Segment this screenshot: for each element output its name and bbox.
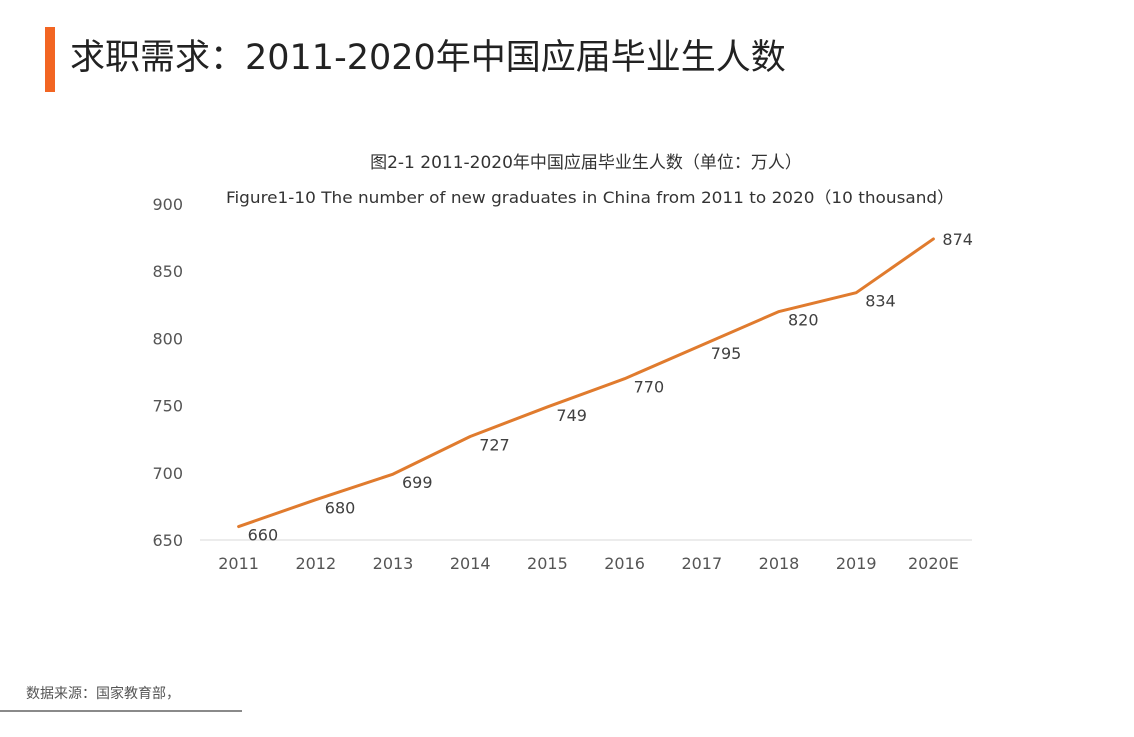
data-label: 660 bbox=[248, 526, 279, 545]
title-accent-bar bbox=[45, 27, 55, 92]
y-tick-label: 700 bbox=[152, 464, 183, 483]
x-tick-label: 2014 bbox=[450, 554, 491, 573]
x-tick-label: 2019 bbox=[836, 554, 877, 573]
x-tick-label: 2016 bbox=[604, 554, 645, 573]
x-tick-label: 2017 bbox=[681, 554, 722, 573]
data-labels: 660 680 699 727 749 770 795 820 834 874 bbox=[248, 230, 973, 545]
data-label: 795 bbox=[711, 344, 742, 363]
x-tick-label: 2013 bbox=[373, 554, 414, 573]
data-label: 770 bbox=[634, 378, 665, 397]
data-label: 727 bbox=[479, 436, 510, 455]
source-note: 数据来源：国家教育部， bbox=[26, 686, 180, 702]
data-label: 874 bbox=[942, 230, 973, 249]
chart-title: 图2-1 2011-2020年中国应届毕业生人数（单位：万人） bbox=[370, 153, 802, 173]
x-tick-label: 2012 bbox=[295, 554, 336, 573]
y-tick-label: 900 bbox=[152, 195, 183, 214]
x-tick-label: 2011 bbox=[218, 554, 259, 573]
page-title: 求职需求：2011-2020年中国应届毕业生人数 bbox=[70, 38, 786, 78]
data-label: 680 bbox=[325, 499, 356, 518]
data-label: 749 bbox=[556, 406, 587, 425]
series-line bbox=[237, 237, 935, 529]
y-axis: 650 700 750 800 850 900 bbox=[152, 195, 183, 550]
footer-divider bbox=[0, 710, 242, 712]
y-tick-label: 750 bbox=[152, 397, 183, 416]
y-tick-label: 800 bbox=[152, 329, 183, 348]
data-label: 699 bbox=[402, 473, 433, 492]
data-label: 820 bbox=[788, 311, 819, 330]
x-axis: 2011 2012 2013 2014 2015 2016 2017 2018 2019 2020… bbox=[218, 554, 959, 573]
x-tick-label: 2015 bbox=[527, 554, 568, 573]
x-tick-label: 2018 bbox=[759, 554, 800, 573]
y-tick-label: 650 bbox=[152, 531, 183, 550]
chart-subtitle: Figure1-10 The number of new graduates i… bbox=[226, 188, 954, 207]
y-tick-label: 850 bbox=[152, 262, 183, 281]
data-label: 834 bbox=[865, 292, 896, 311]
x-tick-label: 2020E bbox=[908, 554, 959, 573]
